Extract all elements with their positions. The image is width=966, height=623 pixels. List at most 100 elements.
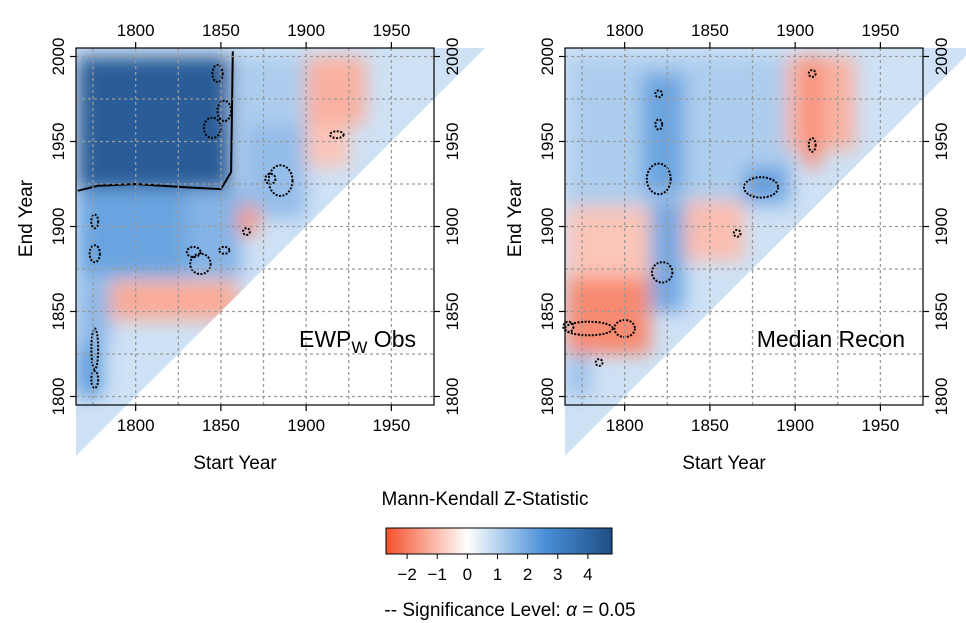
- significance-contour: [242, 227, 251, 237]
- y-tick-labels-left: 1800 1850 1900 1950 2000: [49, 38, 68, 416]
- x-tick-label: 1800: [606, 21, 644, 40]
- y-tick-label: 1850: [538, 293, 557, 331]
- significance-contour: [185, 245, 202, 259]
- colorbar-ticks: −2 −1 0 1 2 3 4: [397, 554, 593, 584]
- heatmap-region: [77, 280, 111, 346]
- significance-contour: [654, 89, 664, 99]
- tick-marks: [70, 42, 440, 411]
- x-tick-label: 1900: [287, 21, 325, 40]
- x-tick-label: 1900: [776, 416, 814, 435]
- y-tick-labels-right: 1800 1850 1900 1950 2000: [932, 38, 951, 416]
- colorbar-tick-label: 0: [463, 565, 472, 584]
- panel-label-main: Median Recon: [757, 326, 905, 352]
- y-tick-label: 2000: [932, 38, 951, 76]
- significance-contour: [202, 116, 222, 140]
- y-tick-label: 1850: [932, 293, 951, 331]
- colorbar-legend: Mann-Kendall Z-Statistic −2 −1 0 1 2 3 4 -- Si…: [382, 489, 636, 621]
- significance-contour: [90, 370, 100, 389]
- colorbar: [385, 527, 613, 555]
- y-tick-label: 2000: [443, 38, 462, 76]
- y-tick-label: 1800: [932, 378, 951, 416]
- x-tick-labels-bottom: 1800 1850 1900 1950: [606, 416, 900, 435]
- x-tick-label: 1950: [372, 21, 410, 40]
- significance-contour: [216, 99, 233, 123]
- panel-label-main: EWP: [299, 326, 351, 352]
- significance-contour: [267, 164, 294, 197]
- x-tick-label: 1950: [372, 416, 410, 435]
- y-axis-title: End Year: [16, 179, 37, 257]
- y-tick-label: 1800: [538, 378, 557, 416]
- heatmap-region: [650, 201, 685, 312]
- panel-label-rest: Obs: [367, 326, 416, 352]
- heatmap-region: [684, 201, 744, 261]
- y-tick-label: 1950: [443, 123, 462, 161]
- y-tick-label: 1900: [443, 208, 462, 246]
- x-axis-title: Start Year: [682, 453, 766, 474]
- heatmap-region: [566, 206, 651, 278]
- y-tick-label: 1800: [49, 378, 68, 416]
- significance-contour: [90, 213, 100, 230]
- heatmap-region: [241, 124, 307, 218]
- y-tick-label: 1800: [443, 378, 462, 416]
- legend-title: Mann-Kendall Z-Statistic: [382, 489, 589, 510]
- significance-contour: [650, 261, 674, 284]
- x-tick-label: 1950: [861, 21, 899, 40]
- x-tick-label: 1850: [691, 21, 729, 40]
- significance-contour: [211, 64, 224, 83]
- heatmap-regions: [77, 56, 366, 397]
- significance-value: = 0.05: [577, 600, 636, 621]
- significance-contour: [329, 130, 345, 140]
- significance-contour: [562, 320, 575, 333]
- significance-contour: [654, 118, 664, 131]
- y-tick-labels-right: 1800 1850 1900 1950 2000: [443, 38, 462, 416]
- colorbar-tick-label: 1: [493, 565, 502, 584]
- heatmap-cells: [76, 48, 486, 456]
- tick-marks: [559, 42, 929, 411]
- y-tick-label: 1950: [932, 123, 951, 161]
- significance-contour: [88, 244, 101, 264]
- y-tick-label: 2000: [538, 38, 557, 76]
- significance-contour: [807, 69, 817, 78]
- significance-contour: [645, 162, 672, 196]
- x-tick-label: 1850: [202, 21, 240, 40]
- x-tick-labels-bottom: 1800 1850 1900 1950: [117, 416, 411, 435]
- colorbar-tick-label: 2: [523, 565, 532, 584]
- x-tick-labels-top: 1800 1850 1900 1950: [117, 21, 411, 40]
- y-tick-label: 1850: [443, 293, 462, 331]
- significance-contour: [743, 176, 780, 199]
- significance-contour: [732, 228, 742, 238]
- x-tick-label: 1950: [861, 416, 899, 435]
- significance-contour: [77, 51, 234, 192]
- significance-note: -- Significance Level: α = 0.05: [384, 600, 635, 621]
- significance-contour: [189, 252, 212, 276]
- significance-contour: [90, 327, 100, 371]
- x-tick-label: 1800: [606, 416, 644, 435]
- x-tick-label: 1900: [776, 21, 814, 40]
- y-tick-label: 1950: [538, 123, 557, 161]
- colorbar-tick-label: −1: [428, 565, 447, 584]
- heatmap-region: [306, 124, 349, 167]
- heatmap-panel-median-recon: 1800 1850 1900 1950 1800 1850 1900 1950 180018…: [505, 21, 966, 474]
- panel-label: EWPW Obs: [299, 326, 416, 357]
- x-axis-title: Start Year: [193, 453, 277, 474]
- y-tick-label: 2000: [49, 38, 68, 76]
- heatmap-region: [566, 277, 651, 354]
- heatmap-region: [186, 189, 242, 278]
- x-tick-label: 1800: [117, 21, 155, 40]
- x-tick-label: 1800: [117, 416, 155, 435]
- y-tick-label: 1900: [932, 208, 951, 246]
- significance-contours: [77, 51, 345, 389]
- heatmap-region: [306, 56, 366, 125]
- heatmap-region: [77, 345, 102, 397]
- significance-contour: [218, 245, 231, 255]
- x-tick-label: 1850: [691, 416, 729, 435]
- alpha-symbol: α: [566, 600, 578, 621]
- significance-prefix: -- Significance Level:: [384, 600, 566, 621]
- y-tick-labels-left: 1800 1850 1900 1950 2000: [538, 38, 557, 416]
- heatmap-region: [77, 189, 187, 278]
- heatmap-region: [803, 56, 821, 167]
- colorbar-tick-label: 3: [553, 565, 562, 584]
- heatmap-region: [77, 56, 232, 190]
- y-tick-label: 1950: [49, 123, 68, 161]
